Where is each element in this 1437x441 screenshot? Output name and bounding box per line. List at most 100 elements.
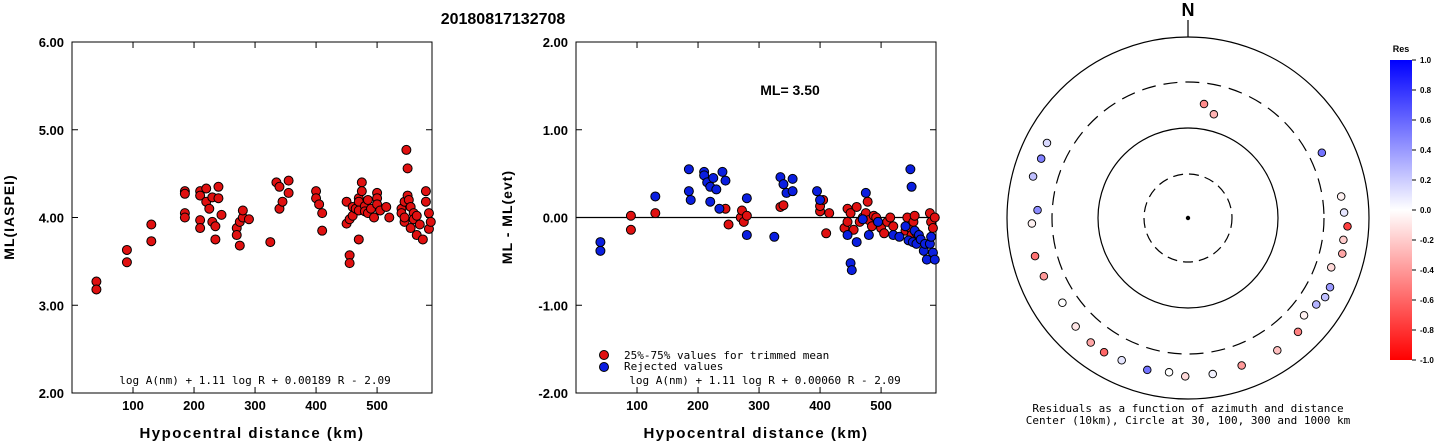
legend: 25%-75% values for trimmed mean Rejected…: [599, 349, 829, 373]
station-point: [1143, 365, 1152, 375]
panel-polar: N Residuals as a function of azimuth and…: [1006, 0, 1370, 427]
data-point: [842, 216, 853, 227]
rejected-point: [846, 265, 857, 276]
station-point: [1180, 372, 1190, 381]
station-point: [1036, 154, 1046, 163]
data-point: [909, 210, 920, 221]
station-point: [1039, 271, 1049, 281]
data-point: [929, 212, 940, 223]
data-point: [195, 190, 206, 201]
plot2-ylabel: ML - ML(evt): [499, 170, 515, 264]
colorbar-tick-label: 0.2: [1420, 176, 1432, 185]
y-tick-label: 3.00: [39, 298, 64, 313]
ring-1000km: [1006, 36, 1370, 400]
station-point: [1273, 346, 1282, 355]
rejected-point: [741, 193, 752, 204]
rejected-point: [905, 164, 916, 175]
colorbar-tick-label: 1.0: [1420, 56, 1432, 65]
data-point: [237, 205, 248, 216]
data-point: [650, 208, 661, 219]
x-tick-label: 100: [122, 398, 144, 413]
epicenter-marker: [1185, 215, 1191, 221]
data-point: [402, 163, 413, 174]
data-point: [356, 177, 367, 188]
data-point: [362, 194, 373, 205]
plot2-formula: log A(nm) + 1.11 log R + 0.00060 R - 2.0…: [629, 374, 901, 387]
data-point: [417, 234, 428, 245]
data-point: [369, 212, 380, 223]
rejected-point: [708, 173, 719, 184]
data-point: [862, 196, 873, 207]
station-point: [1293, 327, 1303, 337]
colorbar: Res 1.0 0.8 0.6 0.4 0.2 0.0 -0.2 -0.4 -0.6 -0.8 -1…: [1390, 44, 1434, 365]
data-point: [210, 221, 221, 232]
rejected-point: [717, 166, 728, 177]
y-tick-label: 2.00: [39, 386, 64, 401]
x-tick-label: 300: [244, 398, 266, 413]
plot1-points: [91, 144, 436, 295]
data-point: [91, 284, 102, 295]
rejected-point: [926, 231, 937, 242]
data-point: [851, 201, 862, 212]
y-tick-label: -2.00: [538, 386, 568, 401]
station-point: [1027, 219, 1037, 228]
data-point: [274, 181, 285, 192]
rejected-point: [705, 196, 716, 207]
data-point: [423, 208, 434, 219]
colorbar-tick-label: 0.4: [1420, 146, 1432, 155]
data-point: [723, 219, 734, 230]
station-point: [1058, 298, 1067, 307]
rejected-point: [857, 214, 868, 225]
rejected-point: [683, 186, 694, 197]
x-tick-label: 300: [748, 398, 770, 413]
station-point: [1117, 355, 1126, 365]
plot2-yaxis: -2.00 -1.00 0.00 1.00 2.00: [538, 35, 936, 401]
data-point: [625, 224, 636, 235]
station-point: [1339, 208, 1349, 217]
station-point: [1325, 283, 1335, 292]
data-point: [121, 257, 132, 268]
station-point: [1086, 338, 1095, 347]
data-point: [283, 187, 294, 198]
data-point: [420, 186, 431, 197]
polar-caption-2: Center (10km), Circle at 30, 100, 300 an…: [1026, 414, 1351, 427]
data-point: [265, 237, 276, 248]
rejected-point: [711, 184, 722, 195]
legend-used-label: 25%-75% values for trimmed mean: [624, 349, 829, 362]
plot1-xaxis: 100 200 300 400 500: [122, 42, 388, 413]
y-tick-label: 2.00: [543, 35, 568, 50]
ring-100km: [1097, 127, 1279, 309]
x-tick-label: 200: [183, 398, 205, 413]
colorbar-tick-label: -0.6: [1420, 296, 1434, 305]
rejected-point: [650, 191, 661, 202]
data-point: [243, 214, 254, 225]
legend-used-marker: [599, 350, 609, 360]
data-point: [381, 201, 392, 212]
station-point: [1028, 172, 1038, 181]
data-point: [353, 234, 364, 245]
data-point: [885, 212, 896, 223]
rejected-point: [595, 237, 606, 248]
rejected-point: [683, 164, 694, 175]
data-point: [277, 196, 288, 207]
station-point: [1237, 361, 1246, 370]
data-point: [414, 219, 425, 230]
data-point: [210, 234, 221, 245]
data-point: [195, 223, 206, 234]
station-point: [1199, 99, 1209, 109]
rejected-point: [929, 254, 940, 265]
data-point: [845, 208, 856, 219]
data-point: [283, 175, 294, 186]
station-point: [1042, 138, 1052, 148]
colorbar-gradient: [1390, 60, 1412, 360]
y-tick-label: -1.00: [538, 298, 568, 313]
plot1-yaxis: 2.00 3.00 4.00 5.00 6.00: [39, 35, 432, 401]
colorbar-tick-label: -0.8: [1420, 326, 1434, 335]
data-point: [425, 216, 436, 227]
data-point: [204, 203, 215, 214]
data-point: [625, 210, 636, 221]
rejected-point: [900, 221, 911, 232]
data-point: [213, 181, 224, 192]
legend-rejected-label: Rejected values: [624, 360, 723, 373]
x-tick-label: 200: [687, 398, 709, 413]
